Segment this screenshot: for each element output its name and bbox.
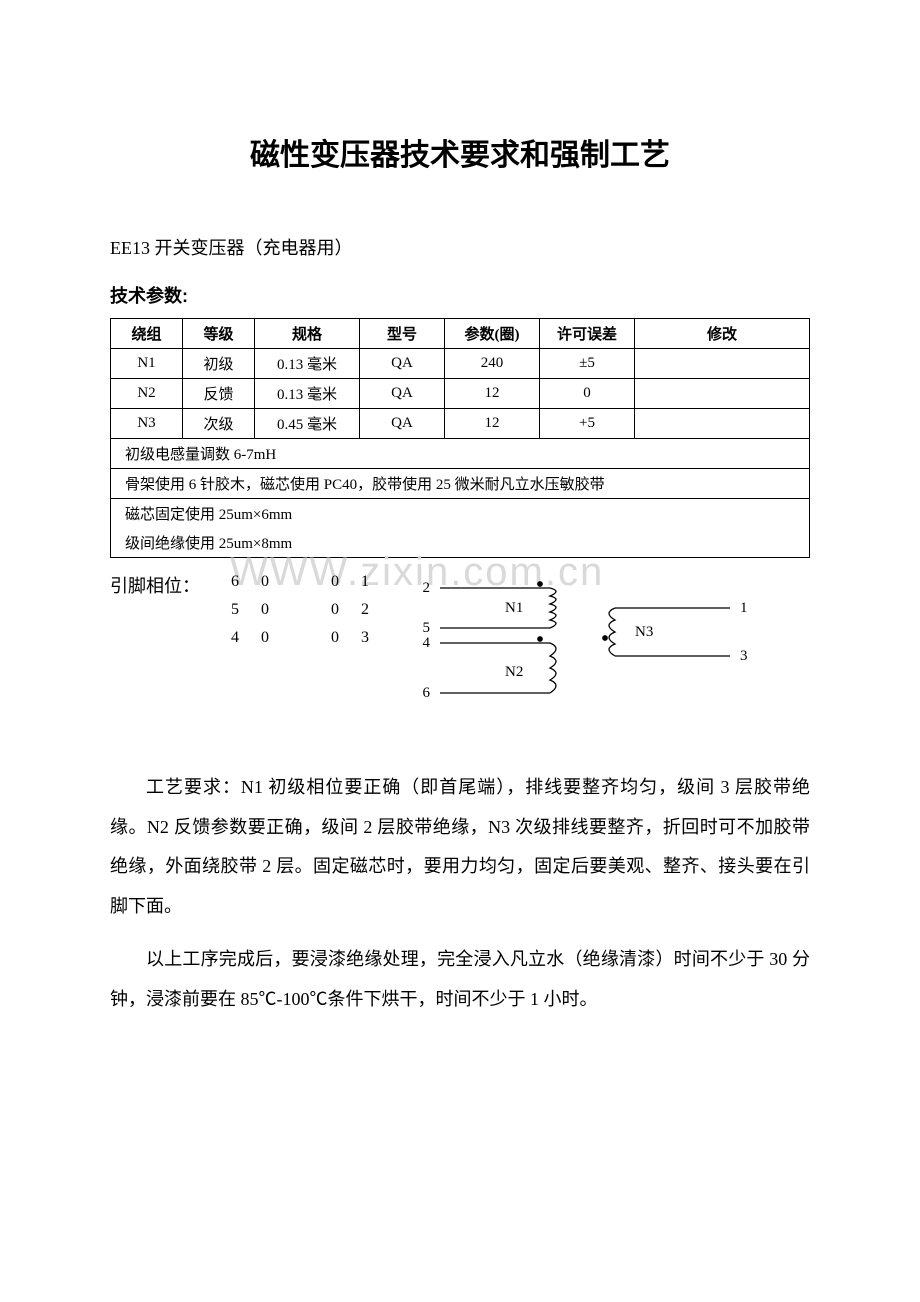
- pin-cell: 0: [320, 624, 350, 652]
- pin-1: 1: [740, 600, 748, 616]
- pin-cell: 0: [320, 596, 350, 624]
- td: [635, 379, 810, 409]
- th: 参数(圈): [445, 319, 540, 349]
- pin-cell: 0: [250, 624, 280, 652]
- body-text: 工艺要求：N1 初级相位要正确（即首尾端），排线要整齐均匀，级间 3 层胶带绝缘…: [110, 768, 810, 1020]
- pin-cell: 5: [220, 596, 250, 624]
- td: QA: [360, 379, 445, 409]
- label-n3: N3: [635, 624, 653, 640]
- pin-cell: 0: [250, 568, 280, 596]
- td: 初级: [183, 349, 255, 379]
- th: 规格: [255, 319, 360, 349]
- td-note: 初级电感量调数 6-7mH: [111, 439, 810, 469]
- td: [635, 349, 810, 379]
- th: 绕组: [111, 319, 183, 349]
- pin-cell: 1: [350, 568, 380, 596]
- td: 0.13 毫米: [255, 349, 360, 379]
- pin-label: 引脚相位：: [110, 568, 200, 598]
- page-title: 磁性变压器技术要求和强制工艺: [110, 130, 810, 174]
- table-note-row: 初级电感量调数 6-7mH: [111, 439, 810, 469]
- paragraph: 以上工序完成后，要浸漆绝缘处理，完全浸入凡立水（绝缘清漆）时间不少于 30 分钟…: [110, 940, 810, 1019]
- params-label: 技术参数:: [110, 282, 810, 308]
- pin-cell: 4: [220, 624, 250, 652]
- td: 12: [445, 379, 540, 409]
- pin-cell: 2: [350, 596, 380, 624]
- table-note-row: 磁芯固定使用 25um×6mm: [111, 499, 810, 529]
- diagram-svg: 2 5 4 6 1 3 N1 N2 N3: [400, 568, 760, 728]
- table-note-row: 级间绝缘使用 25um×8mm: [111, 528, 810, 558]
- td: 0.45 毫米: [255, 409, 360, 439]
- transformer-diagram: 2 5 4 6 1 3 N1 N2 N3: [400, 568, 760, 728]
- td: 反馈: [183, 379, 255, 409]
- pin-4: 4: [423, 635, 431, 651]
- td: 240: [445, 349, 540, 379]
- th: 等级: [183, 319, 255, 349]
- td-note: 骨架使用 6 针胶木，磁芯使用 PC40，胶带使用 25 微米耐凡立水压敏胶带: [111, 469, 810, 499]
- pin-cell: 3: [350, 624, 380, 652]
- td: [635, 409, 810, 439]
- pin-2: 2: [423, 580, 431, 596]
- td: 次级: [183, 409, 255, 439]
- td: QA: [360, 409, 445, 439]
- pin-grid: 6 0 0 1 5 0 0 2 4 0 0 3: [220, 568, 380, 652]
- td: 0: [540, 379, 635, 409]
- table-row: N3 次级 0.45 毫米 QA 12 +5: [111, 409, 810, 439]
- th: 型号: [360, 319, 445, 349]
- td: QA: [360, 349, 445, 379]
- subtitle: EE13 开关变压器（充电器用）: [110, 234, 810, 260]
- params-table: 绕组 等级 规格 型号 参数(圈) 许可误差 修改 N1 初级 0.13 毫米 …: [110, 318, 810, 558]
- table-row: N2 反馈 0.13 毫米 QA 12 0: [111, 379, 810, 409]
- td-note: 磁芯固定使用 25um×6mm: [111, 499, 810, 529]
- th: 许可误差: [540, 319, 635, 349]
- pin-cell: 0: [320, 568, 350, 596]
- td-note: 级间绝缘使用 25um×8mm: [111, 528, 810, 558]
- td: N1: [111, 349, 183, 379]
- paragraph: 工艺要求：N1 初级相位要正确（即首尾端），排线要整齐均匀，级间 3 层胶带绝缘…: [110, 768, 810, 926]
- pin-5: 5: [423, 620, 431, 636]
- pin-cell: 6: [220, 568, 250, 596]
- table-note-row: 骨架使用 6 针胶木，磁芯使用 PC40，胶带使用 25 微米耐凡立水压敏胶带: [111, 469, 810, 499]
- td: N2: [111, 379, 183, 409]
- td: ±5: [540, 349, 635, 379]
- table-header-row: 绕组 等级 规格 型号 参数(圈) 许可误差 修改: [111, 319, 810, 349]
- label-n1: N1: [505, 600, 523, 616]
- th: 修改: [635, 319, 810, 349]
- pin-3: 3: [740, 648, 748, 664]
- table-row: N1 初级 0.13 毫米 QA 240 ±5: [111, 349, 810, 379]
- td: N3: [111, 409, 183, 439]
- pin-6: 6: [423, 685, 431, 701]
- td: 0.13 毫米: [255, 379, 360, 409]
- label-n2: N2: [505, 664, 523, 680]
- td: 12: [445, 409, 540, 439]
- pin-cell: 0: [250, 596, 280, 624]
- td: +5: [540, 409, 635, 439]
